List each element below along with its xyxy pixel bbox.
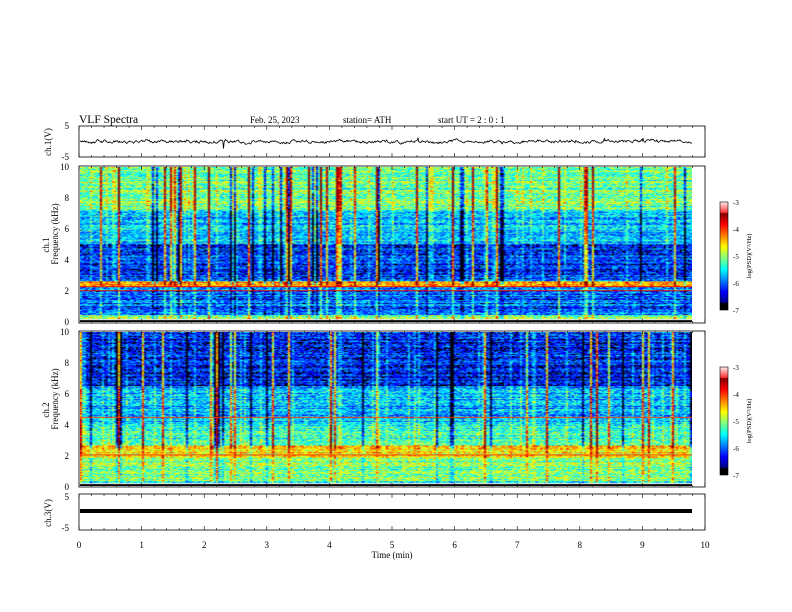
- ch1-colorbar-tick-minus3: -3: [733, 199, 739, 207]
- xtick-7: 7: [515, 540, 520, 550]
- station-label: station= ATH: [343, 115, 392, 125]
- figure-title: VLF Spectra: [79, 114, 138, 126]
- ch2-spectrogram-ylabel-channel: ch.2: [41, 402, 51, 417]
- ch2-spectrogram-ticks: [78, 331, 706, 487]
- ch1-spec-ytick-10: 10: [60, 162, 70, 172]
- ch1-colorbar-frame: [719, 201, 729, 311]
- x-axis-label: Time (min): [372, 550, 413, 560]
- ch3-ytick-top: 5: [65, 492, 70, 502]
- ch1-spec-ytick-2: 2: [65, 286, 70, 296]
- ch2-spectrogram-ylabel-frequency: Frequency (kHz): [50, 368, 60, 429]
- ch1-spec-ytick-4: 4: [65, 255, 70, 265]
- ch1-colorbar-label: log(PSD)(V²/Hz): [746, 234, 753, 279]
- xtick-8: 8: [578, 540, 583, 550]
- ch2-colorbar-frame: [719, 366, 729, 476]
- ch1-colorbar-tick-minus6: -6: [733, 280, 739, 288]
- ch2-spec-ytick-6: 6: [65, 389, 70, 399]
- xtick-0: 0: [77, 540, 82, 550]
- ch2-colorbar-gradient: [720, 367, 728, 475]
- ch2-spec-ytick-4: 4: [65, 420, 70, 430]
- ch2-colorbar: -3 -4 -5 -6 -7 log(PSD)(V²/Hz): [719, 364, 753, 480]
- ch2-spectrogram-panel: 10 8 6 4 2 0 ch.2 Frequency (kHz): [41, 327, 706, 492]
- ch2-spectrogram-image: [80, 332, 692, 486]
- ch1-waveform-panel: 5 -5 ch.1(V): [43, 121, 706, 162]
- ch1-spectrogram-panel: 10 8 6 4 2 0 ch.1 Frequency (kHz): [41, 162, 706, 327]
- ch3-waveform-ticks: [78, 494, 706, 530]
- ch2-colorbar-tick-minus3: -3: [733, 364, 739, 372]
- start-time-label: start UT = 2 : 0 : 1: [438, 115, 505, 125]
- ch3-waveform-panel: 5 -5 ch.3(V): [43, 492, 706, 533]
- ch1-colorbar-gradient: [720, 202, 728, 310]
- ch3-waveform-ylabel: ch.3(V): [43, 499, 53, 527]
- ch1-colorbar-tick-minus7: -7: [733, 307, 739, 315]
- xtick-4: 4: [327, 540, 332, 550]
- ch1-spectrogram-ylabel-frequency: Frequency (kHz): [50, 203, 60, 264]
- ch3-waveform-trace: [80, 509, 692, 513]
- ch2-spec-ytick-10: 10: [60, 327, 70, 337]
- ch1-colorbar-tick-minus5: -5: [733, 253, 739, 261]
- ch1-spectrogram-image: [80, 167, 692, 322]
- xtick-1: 1: [139, 540, 144, 550]
- ch1-waveform-ticks: [78, 126, 706, 157]
- ch2-spec-ytick-8: 8: [65, 358, 70, 368]
- ch2-colorbar-tick-minus6: -6: [733, 445, 739, 453]
- ch1-spec-ytick-8: 8: [65, 193, 70, 203]
- ch2-colorbar-tick-minus7: -7: [733, 472, 739, 480]
- ch3-ytick-bottom: -5: [62, 523, 70, 533]
- ch1-spec-ytick-6: 6: [65, 224, 70, 234]
- ch1-spectrogram-ylabel-channel: ch.1: [41, 237, 51, 252]
- xtick-5: 5: [390, 540, 395, 550]
- ch1-spec-ytick-0: 0: [65, 317, 70, 327]
- ch1-ytick-bottom: -5: [62, 152, 70, 162]
- ch1-colorbar-tick-minus4: -4: [733, 226, 739, 234]
- xtick-6: 6: [452, 540, 457, 550]
- ch2-colorbar-label: log(PSD)(V²/Hz): [746, 399, 753, 444]
- xtick-9: 9: [640, 540, 645, 550]
- ch2-colorbar-tick-minus4: -4: [733, 391, 739, 399]
- ch2-spec-ytick-0: 0: [65, 482, 70, 492]
- xtick-2: 2: [202, 540, 207, 550]
- ch1-spectrogram-ticks: [78, 166, 706, 323]
- date-label: Feb. 25, 2023: [250, 115, 300, 125]
- ch1-waveform-ylabel: ch.1(V): [43, 128, 53, 156]
- ch1-colorbar: -3 -4 -5 -6 -7 log(PSD)(V²/Hz): [719, 199, 753, 315]
- time-axis: 0 1 2 3 4 5 6 7 8 9 10 Time (min): [77, 540, 710, 560]
- xtick-10: 10: [701, 540, 711, 550]
- ch2-colorbar-tick-minus5: -5: [733, 418, 739, 426]
- ch1-ytick-top: 5: [65, 121, 70, 131]
- ch1-waveform-trace: [79, 137, 693, 149]
- ch2-spec-ytick-2: 2: [65, 451, 70, 461]
- xtick-3: 3: [265, 540, 270, 550]
